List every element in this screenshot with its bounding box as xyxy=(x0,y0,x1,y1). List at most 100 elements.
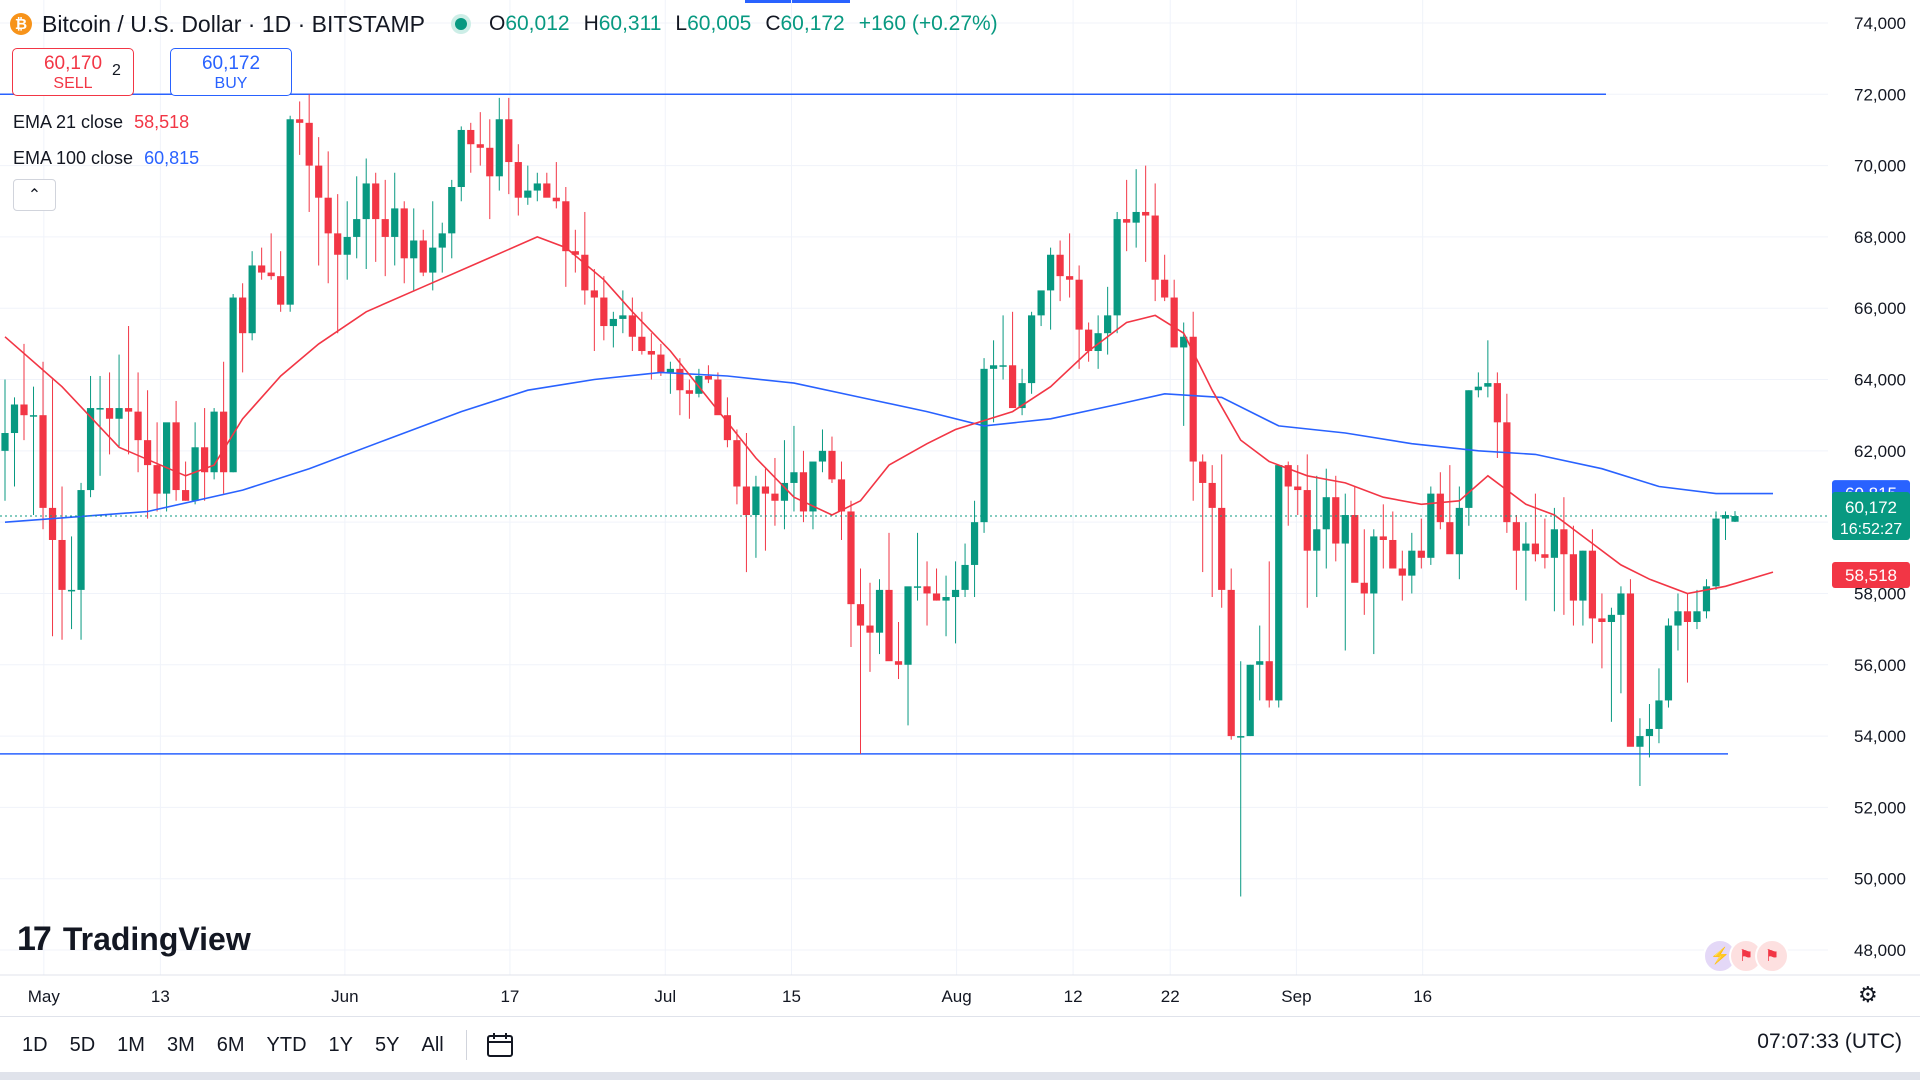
candle-body xyxy=(296,119,304,123)
collapse-legend-button[interactable]: ⌃ xyxy=(13,179,56,211)
range-3m-button[interactable]: 3M xyxy=(166,1033,195,1056)
price-axis: 74,000 72,000 70,000 68,000 66,000 64,000 62,0… xyxy=(1854,14,1906,960)
candle xyxy=(524,165,532,205)
candle xyxy=(1474,372,1482,398)
candle xyxy=(1132,169,1140,248)
price-chart[interactable]: 74,000 72,000 70,000 68,000 66,000 64,000 62,0… xyxy=(0,0,1920,1016)
candle xyxy=(124,326,133,455)
candle xyxy=(543,172,551,198)
range-all-button[interactable]: All xyxy=(421,1033,444,1056)
calendar-goto-icon[interactable] xyxy=(485,1031,515,1059)
candle xyxy=(1056,240,1064,302)
candle-body xyxy=(1008,365,1017,409)
candle-body xyxy=(524,190,532,198)
range-6m-button[interactable]: 6M xyxy=(216,1033,245,1056)
candle-body xyxy=(1313,529,1321,551)
candle-body xyxy=(486,147,494,177)
candle xyxy=(571,229,579,273)
candle-body xyxy=(970,522,979,565)
candle xyxy=(1598,593,1606,669)
candle xyxy=(143,390,152,519)
candle-body xyxy=(1113,219,1121,316)
candle-body xyxy=(704,375,713,380)
candle xyxy=(391,172,399,266)
event-icons[interactable]: ⚡ ⚑ ⚑ xyxy=(1703,939,1789,973)
candle xyxy=(1493,372,1501,458)
candle xyxy=(505,97,513,195)
candle xyxy=(1427,486,1435,565)
candle-body xyxy=(153,465,161,494)
range-ytd-button[interactable]: YTD xyxy=(266,1033,307,1056)
candle-body xyxy=(86,408,95,491)
candle-body xyxy=(799,472,808,512)
candle xyxy=(1712,511,1720,590)
candle xyxy=(1208,465,1216,598)
range-5y-button[interactable]: 5Y xyxy=(375,1033,400,1056)
market-status-icon[interactable] xyxy=(454,18,467,30)
sell-button[interactable]: 60,170 SELL xyxy=(12,48,134,96)
candle-body xyxy=(77,490,85,590)
candle-body xyxy=(1417,550,1425,558)
candle xyxy=(733,429,741,505)
candle xyxy=(39,361,47,530)
candle xyxy=(866,582,874,672)
candle-body xyxy=(258,265,266,273)
candle xyxy=(1455,486,1463,580)
candle xyxy=(1351,486,1359,583)
chevron-up-icon: ⌃ xyxy=(27,187,42,204)
ema21-legend[interactable]: EMA 21 close 58,518 xyxy=(13,112,189,133)
candle-body xyxy=(514,162,522,198)
candle xyxy=(248,251,256,341)
candle xyxy=(1275,465,1283,708)
sell-label: SELL xyxy=(53,75,93,92)
ema100-legend[interactable]: EMA 100 close 60,815 xyxy=(13,148,199,169)
candle xyxy=(29,386,38,516)
candle xyxy=(1170,279,1178,348)
candle-body xyxy=(1189,336,1197,462)
price-axis-label: 52,000 xyxy=(1854,798,1906,817)
buy-button[interactable]: 60,172 BUY xyxy=(170,48,292,96)
candle-body xyxy=(1607,614,1616,622)
candle xyxy=(761,468,770,551)
candle-body xyxy=(182,490,190,501)
candle-body xyxy=(10,404,19,434)
candle xyxy=(1645,703,1654,758)
time-axis-label: 22 xyxy=(1161,987,1180,1006)
candle xyxy=(153,422,161,512)
utc-clock[interactable]: 07:07:33 (UTC) xyxy=(1757,1030,1902,1053)
us-flag-icon-2[interactable]: ⚑ xyxy=(1755,939,1789,973)
range-1y-button[interactable]: 1Y xyxy=(328,1033,354,1056)
candle xyxy=(1180,322,1188,426)
candle xyxy=(267,233,275,280)
candle xyxy=(1588,529,1597,644)
candle-body xyxy=(343,236,351,255)
bottom-toolbar: 1D 5D 1M 3M 6M YTD 1Y 5Y All xyxy=(0,1016,1920,1073)
settings-gear-icon[interactable]: ⚙ xyxy=(1858,982,1878,1007)
candle xyxy=(771,457,779,526)
range-1d-button[interactable]: 1D xyxy=(22,1033,48,1056)
candle xyxy=(676,358,684,416)
candle xyxy=(353,176,361,259)
tradingview-logo[interactable]: 17 TradingView xyxy=(17,920,251,959)
candle xyxy=(989,340,998,423)
candle xyxy=(1303,454,1311,608)
candle-body xyxy=(961,564,969,590)
time-axis-label: 12 xyxy=(1064,987,1083,1006)
range-5d-button[interactable]: 5D xyxy=(69,1033,96,1056)
symbol-title[interactable]: Bitcoin / U.S. Dollar · 1D · BITSTAMP xyxy=(42,10,425,37)
candle xyxy=(1503,393,1511,533)
buy-price: 60,172 xyxy=(201,53,261,74)
ema100-value: 60,815 xyxy=(144,148,200,168)
time-axis: May 13 Jun 17 Jul 15 Aug 12 22 Sep 16 xyxy=(0,974,1920,1006)
candle-body xyxy=(1104,315,1112,334)
candle xyxy=(666,361,674,394)
candle-body xyxy=(96,408,104,410)
range-1m-button[interactable]: 1M xyxy=(117,1033,145,1056)
candle-body xyxy=(742,486,751,516)
candle-body xyxy=(1712,518,1720,587)
candle xyxy=(837,461,846,540)
candle xyxy=(1702,579,1711,619)
candle-body xyxy=(1389,539,1397,569)
candle-body xyxy=(552,197,560,202)
candle xyxy=(1237,661,1245,897)
